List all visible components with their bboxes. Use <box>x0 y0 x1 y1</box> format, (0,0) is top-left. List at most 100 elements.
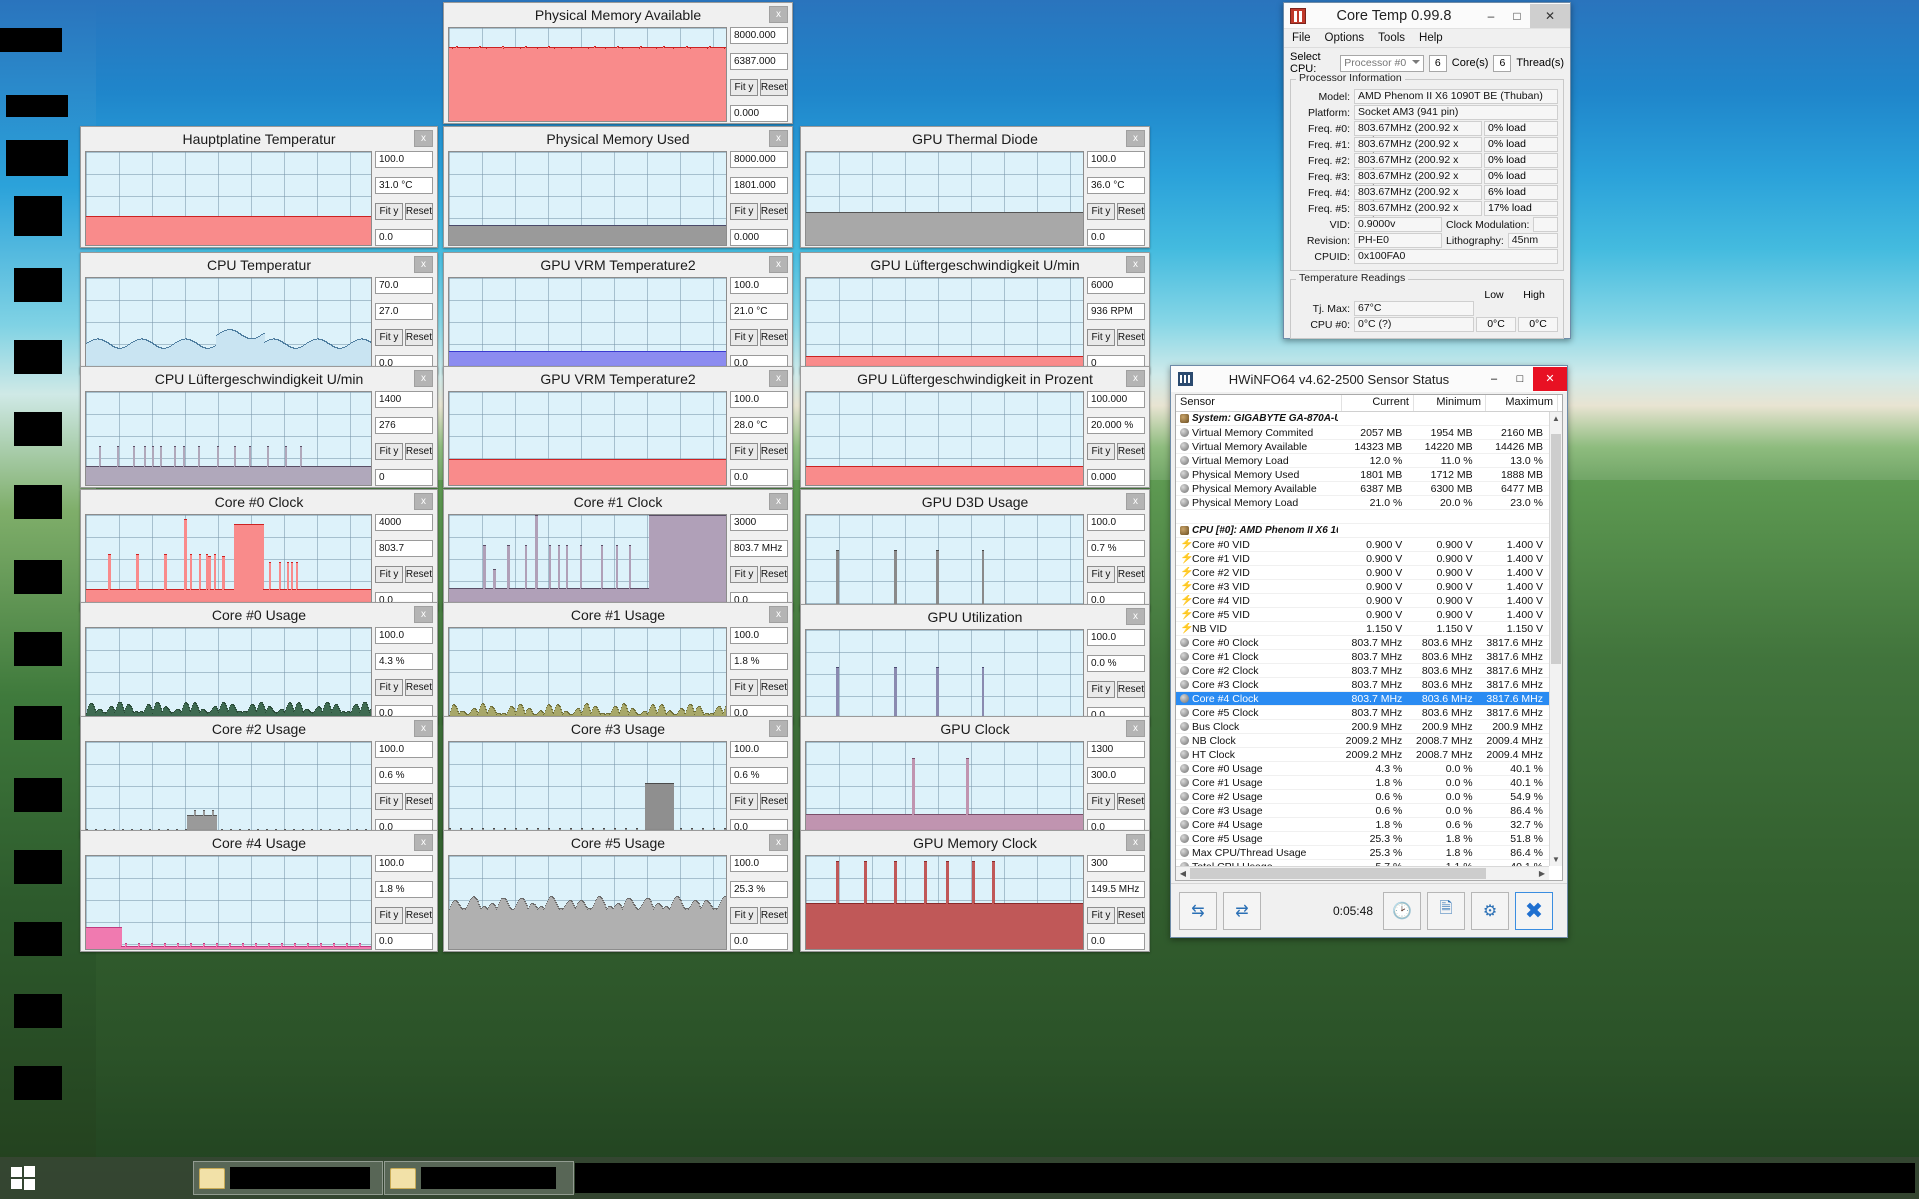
reset-button[interactable]: Reset <box>759 793 788 810</box>
vertical-scroll-thumb[interactable] <box>1551 434 1561 664</box>
close-icon[interactable]: x <box>1126 370 1145 387</box>
fit-y-button[interactable]: Fit y <box>1087 443 1115 460</box>
reset-button[interactable]: Reset <box>759 566 788 583</box>
y-min-field[interactable]: 0.0 <box>1087 933 1145 950</box>
graph-plot-area[interactable] <box>85 514 372 609</box>
graph-plot-area[interactable] <box>448 27 727 122</box>
y-max-field[interactable]: 100.0 <box>730 627 788 644</box>
y-max-field[interactable]: 100.0 <box>730 277 788 294</box>
start-button[interactable] <box>10 1165 36 1191</box>
y-max-stepper[interactable] <box>419 407 433 408</box>
sensor-row[interactable]: ⚡ Core #5 VID 0.900 V 0.900 V 1.400 V <box>1176 608 1549 622</box>
close-icon[interactable]: x <box>1126 608 1145 625</box>
y-max-stepper[interactable] <box>774 167 788 168</box>
y-max-field[interactable]: 4000 <box>375 514 433 531</box>
taskbar-item-1[interactable] <box>193 1161 383 1195</box>
y-max-stepper[interactable] <box>774 871 788 872</box>
fit-y-button[interactable]: Fit y <box>375 679 403 696</box>
sensor-row[interactable]: Virtual Memory Load 12.0 % 11.0 % 13.0 % <box>1176 454 1549 468</box>
scroll-right-arrow[interactable]: ▶ <box>1538 869 1546 878</box>
y-min-field[interactable]: 0.000 <box>1087 469 1145 486</box>
y-max-field[interactable]: 1400 <box>375 391 433 408</box>
graph-panel-physical-memory-used[interactable]: Physical Memory Used x 8000.000 1801.000 Fit… <box>443 126 793 248</box>
fit-y-button[interactable]: Fit y <box>375 203 403 220</box>
sensor-row[interactable]: ⚡ Core #0 VID 0.900 V 0.900 V 1.400 V <box>1176 538 1549 552</box>
y-max-field[interactable]: 100.000 <box>1087 391 1145 408</box>
reset-button[interactable]: Reset <box>1116 329 1145 346</box>
reset-button[interactable]: Reset <box>404 907 433 924</box>
graph-plot-area[interactable] <box>448 391 727 486</box>
graph-plot-area[interactable] <box>448 514 727 609</box>
graph-panel-core0-usage[interactable]: Core #0 Usage x 100.0 4.3 % Fit y Reset 0.0 <box>80 602 438 724</box>
graph-panel-core2-usage[interactable]: Core #2 Usage x 100.0 0.6 % Fit y Reset 0.0 <box>80 716 438 838</box>
y-max-field[interactable]: 300 <box>1087 855 1145 872</box>
y-max-field[interactable]: 100.0 <box>1087 514 1145 531</box>
graph-panel-gpu-vrm-temperature2-a[interactable]: GPU VRM Temperature2 x 100.0 21.0 °C Fit y Re… <box>443 252 793 374</box>
close-icon[interactable]: x <box>414 834 433 851</box>
sensor-row[interactable]: Core #3 Usage 0.6 % 0.0 % 86.4 % <box>1176 804 1549 818</box>
y-max-field[interactable]: 100.0 <box>375 627 433 644</box>
y-min-field[interactable]: 0.0 <box>375 933 433 950</box>
graph-panel-core1-clock[interactable]: Core #1 Clock x 3000 803.7 MHz Fit y Reset 0.0 <box>443 489 793 611</box>
graph-panel-core1-usage[interactable]: Core #1 Usage x 100.0 1.8 % Fit y Reset 0.0 <box>443 602 793 724</box>
sensor-row[interactable]: Core #2 Clock 803.7 MHz 803.6 MHz 3817.6 MH… <box>1176 664 1549 678</box>
y-max-stepper[interactable] <box>419 643 433 644</box>
close-icon[interactable]: x <box>769 370 788 387</box>
reset-button[interactable]: Reset <box>1116 443 1145 460</box>
graph-panel-gpu-clock[interactable]: GPU Clock x 1300 300.0 Fit y Reset 0.0 <box>800 716 1150 838</box>
y-max-field[interactable]: 100.0 <box>730 741 788 758</box>
y-max-stepper[interactable] <box>419 530 433 531</box>
sensor-row[interactable] <box>1176 510 1549 524</box>
y-max-stepper[interactable] <box>774 43 788 44</box>
sensor-row[interactable]: Core #4 Usage 1.8 % 0.6 % 32.7 % <box>1176 818 1549 832</box>
fit-y-button[interactable]: Fit y <box>730 679 758 696</box>
column-header-current[interactable]: Current <box>1342 395 1414 411</box>
sensor-row[interactable]: Max CPU/Thread Usage 25.3 % 1.8 % 86.4 % <box>1176 846 1549 860</box>
y-max-field[interactable]: 100.0 <box>375 151 433 168</box>
reset-button[interactable]: Reset <box>404 203 433 220</box>
close-icon[interactable]: x <box>769 256 788 273</box>
graph-panel-gpu-thermal-diode[interactable]: GPU Thermal Diode x 100.0 36.0 °C Fit y Reset… <box>800 126 1150 248</box>
column-header-minimum[interactable]: Minimum <box>1414 395 1486 411</box>
sensor-row[interactable]: ⚡ NB VID 1.150 V 1.150 V 1.150 V <box>1176 622 1549 636</box>
graph-plot-area[interactable] <box>805 514 1084 609</box>
fit-y-button[interactable]: Fit y <box>730 79 758 96</box>
close-icon[interactable]: x <box>769 6 788 23</box>
y-min-field[interactable]: 0.000 <box>730 105 788 122</box>
sensor-row[interactable]: Core #5 Usage 25.3 % 1.8 % 51.8 % <box>1176 832 1549 846</box>
graph-plot-area[interactable] <box>85 741 372 836</box>
reset-button[interactable]: Reset <box>759 203 788 220</box>
fit-y-button[interactable]: Fit y <box>375 793 403 810</box>
y-max-stepper[interactable] <box>419 293 433 294</box>
horizontal-scrollbar[interactable]: ◀ ▶ <box>1176 866 1549 880</box>
graph-panel-hauptplatine-temperatur[interactable]: Hauptplatine Temperatur x 100.0 31.0 °C Fit … <box>80 126 438 248</box>
graph-plot-area[interactable] <box>85 855 372 950</box>
coretemp-titlebar[interactable]: Core Temp 0.99.8 – □ ✕ <box>1284 3 1570 29</box>
menu-options[interactable]: Options <box>1324 32 1365 44</box>
fit-y-button[interactable]: Fit y <box>1087 566 1115 583</box>
select-cpu-dropdown[interactable]: Processor #0 <box>1340 54 1424 72</box>
menu-help[interactable]: Help <box>1419 32 1443 44</box>
y-max-field[interactable]: 100.0 <box>730 391 788 408</box>
y-max-field[interactable]: 8000.000 <box>730 27 788 44</box>
expand-columns-button[interactable]: ⇆ <box>1179 891 1217 930</box>
y-max-stepper[interactable] <box>774 757 788 758</box>
sensor-row[interactable]: NB Clock 2009.2 MHz 2008.7 MHz 2009.4 MHz <box>1176 734 1549 748</box>
graph-panel-gpu-vrm-temperature2-b[interactable]: GPU VRM Temperature2 x 100.0 28.0 °C Fit y Re… <box>443 366 793 488</box>
sensor-group-row[interactable]: System: GIGABYTE GA-870A-UD3 <box>1176 412 1549 426</box>
graph-plot-area[interactable] <box>805 391 1084 486</box>
fit-y-button[interactable]: Fit y <box>1087 907 1115 924</box>
sensor-row[interactable]: Core #1 Usage 1.8 % 0.0 % 40.1 % <box>1176 776 1549 790</box>
fit-y-button[interactable]: Fit y <box>1087 793 1115 810</box>
y-max-stepper[interactable] <box>1131 530 1145 531</box>
column-header-maximum[interactable]: Maximum <box>1486 395 1558 411</box>
sensor-group-row[interactable]: CPU [#0]: AMD Phenom II X6 1090T <box>1176 524 1549 538</box>
fit-y-button[interactable]: Fit y <box>730 566 758 583</box>
sensor-row[interactable]: ⚡ Core #4 VID 0.900 V 0.900 V 1.400 V <box>1176 594 1549 608</box>
minimize-button[interactable]: – <box>1490 373 1498 385</box>
y-min-field[interactable]: 0.0 <box>1087 229 1145 246</box>
y-max-stepper[interactable] <box>419 167 433 168</box>
y-min-field[interactable]: 0.0 <box>375 229 433 246</box>
coretemp-window[interactable]: Core Temp 0.99.8 – □ ✕ File Options Tool… <box>1283 2 1571 339</box>
fit-y-button[interactable]: Fit y <box>730 443 758 460</box>
